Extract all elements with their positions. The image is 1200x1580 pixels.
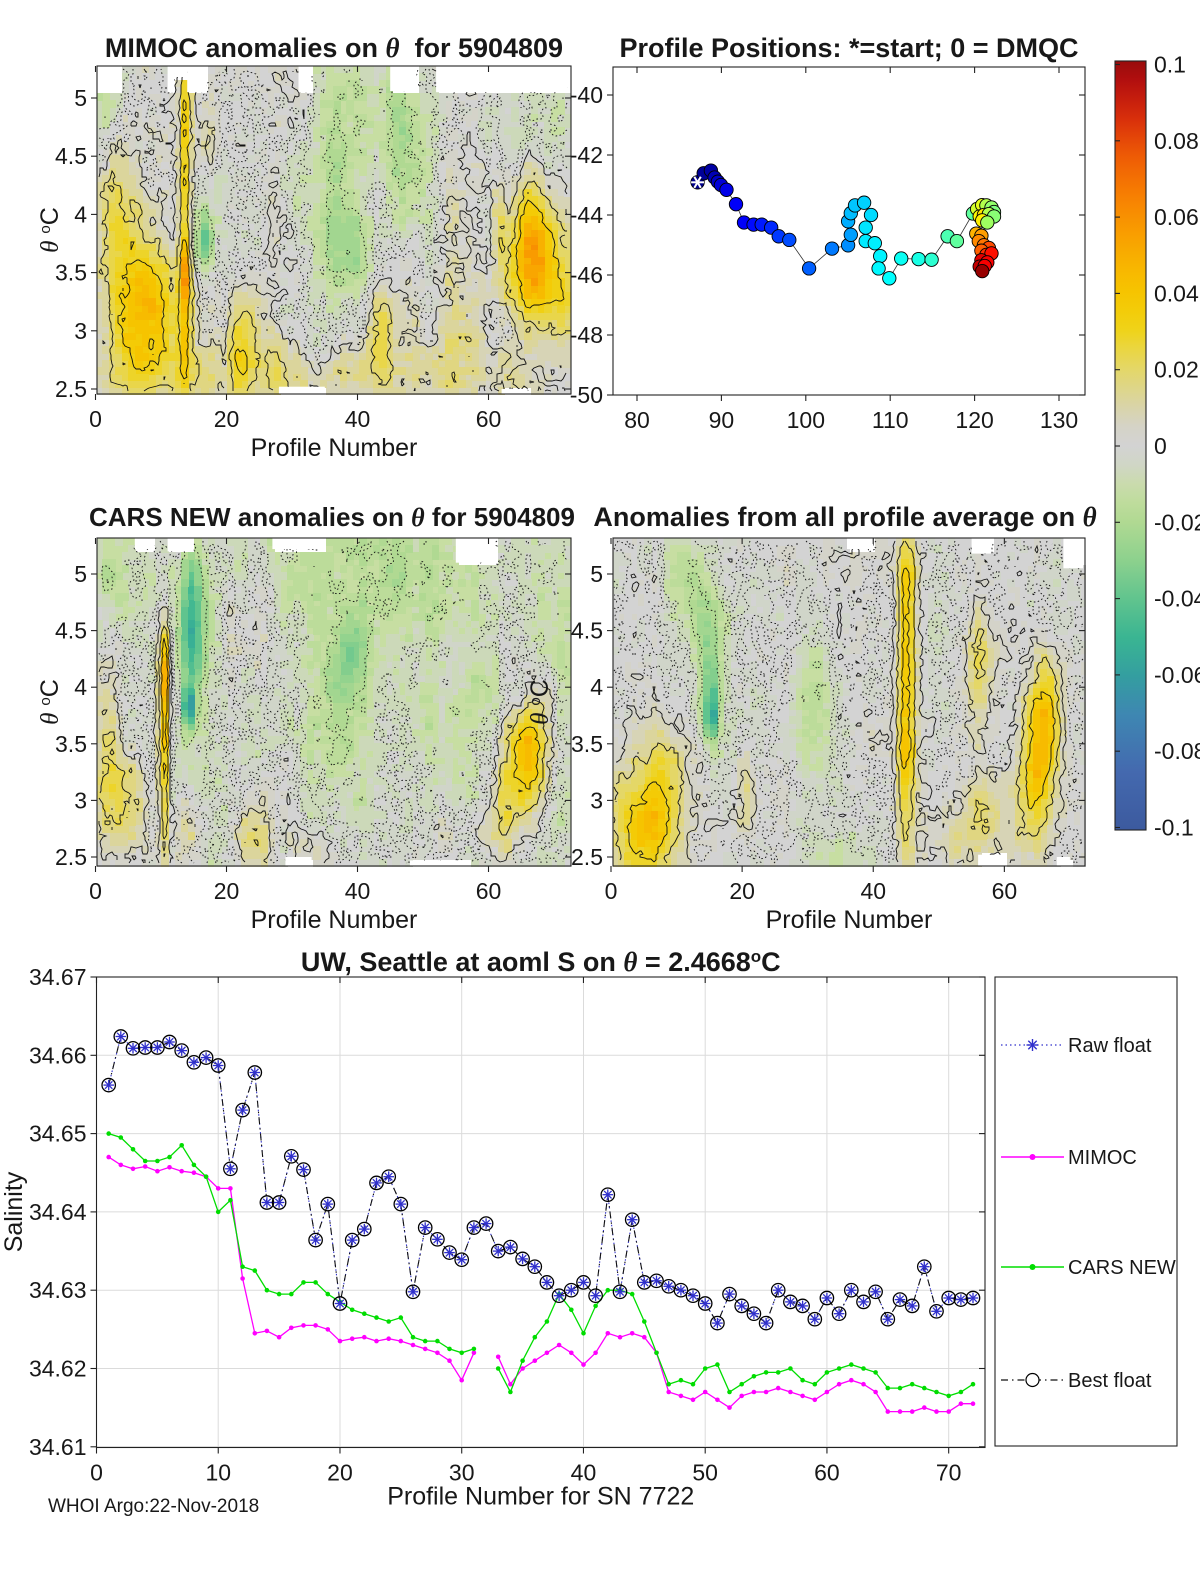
svg-text:20: 20: [214, 878, 240, 904]
svg-text:-40: -40: [570, 82, 603, 108]
svg-text:Raw float: Raw float: [1068, 1035, 1152, 1057]
svg-text:80: 80: [624, 407, 650, 433]
svg-text:2.5: 2.5: [571, 844, 603, 870]
svg-text:MIMOC anomalies on θ for 5904: MIMOC anomalies on θ for 5904809: [105, 33, 563, 63]
svg-text:4.5: 4.5: [55, 143, 87, 169]
svg-text:WHOI Argo:22-Nov-2018: WHOI Argo:22-Nov-2018: [48, 1496, 259, 1517]
svg-text:50: 50: [692, 1460, 718, 1486]
svg-text:34.64: 34.64: [29, 1199, 87, 1225]
svg-text:60: 60: [814, 1460, 840, 1486]
svg-text:θ oC: θ oC: [36, 679, 64, 725]
svg-text:90: 90: [709, 407, 735, 433]
svg-text:4: 4: [74, 674, 87, 700]
svg-text:3.5: 3.5: [571, 731, 603, 757]
svg-text:34.67: 34.67: [29, 964, 87, 990]
svg-text:3: 3: [590, 787, 603, 813]
svg-text:-48: -48: [570, 322, 603, 348]
svg-text:0.02: 0.02: [1154, 357, 1199, 383]
svg-text:0.1: 0.1: [1154, 52, 1186, 78]
svg-text:4: 4: [590, 674, 603, 700]
svg-text:Profile Positions: *=start; 0: Profile Positions: *=start; 0 = DMQC: [619, 33, 1078, 63]
svg-text:5: 5: [590, 561, 603, 587]
svg-text:Profile Number: Profile Number: [251, 434, 418, 462]
svg-text:Profile Number for SN 7722: Profile Number for SN 7722: [387, 1483, 694, 1511]
svg-text:-42: -42: [570, 142, 603, 168]
svg-text:-0.06: -0.06: [1154, 662, 1200, 688]
svg-text:40: 40: [571, 1460, 597, 1486]
svg-text:0.04: 0.04: [1154, 280, 1199, 306]
svg-text:34.62: 34.62: [29, 1356, 87, 1382]
svg-text:Best float: Best float: [1068, 1370, 1152, 1392]
svg-text:40: 40: [345, 878, 371, 904]
svg-text:Profile Number: Profile Number: [766, 906, 933, 934]
svg-text:110: 110: [872, 407, 909, 433]
svg-text:CARS NEW: CARS NEW: [1068, 1257, 1176, 1279]
svg-text:-0.1: -0.1: [1154, 815, 1194, 841]
svg-text:0: 0: [1154, 433, 1167, 459]
svg-text:4: 4: [74, 201, 87, 227]
svg-text:60: 60: [992, 878, 1018, 904]
svg-text:0: 0: [90, 1460, 103, 1486]
svg-text:60: 60: [476, 406, 502, 432]
svg-text:0.06: 0.06: [1154, 204, 1199, 230]
svg-text:-0.08: -0.08: [1154, 738, 1200, 764]
svg-text:2.5: 2.5: [55, 844, 87, 870]
svg-text:4.5: 4.5: [55, 618, 87, 644]
svg-text:40: 40: [860, 878, 886, 904]
svg-text:20: 20: [729, 878, 755, 904]
svg-text:20: 20: [327, 1460, 353, 1486]
svg-text:2.5: 2.5: [55, 376, 87, 402]
svg-text:3: 3: [74, 318, 87, 344]
svg-text:UW, Seattle at aoml S on θ = 2: UW, Seattle at aoml S on θ = 2.4668oC: [301, 947, 781, 977]
svg-text:θ oC: θ oC: [526, 679, 554, 725]
svg-text:60: 60: [476, 878, 502, 904]
svg-text:34.61: 34.61: [29, 1434, 87, 1460]
svg-text:100: 100: [787, 407, 825, 433]
svg-text:130: 130: [1040, 407, 1078, 433]
svg-text:0: 0: [605, 878, 618, 904]
svg-text:20: 20: [214, 406, 240, 432]
svg-text:4.5: 4.5: [571, 618, 603, 644]
svg-text:34.65: 34.65: [29, 1121, 87, 1147]
svg-text:Salinity: Salinity: [0, 1171, 28, 1252]
svg-text:40: 40: [345, 406, 371, 432]
svg-text:θ oC: θ oC: [36, 207, 64, 253]
svg-text:34.66: 34.66: [29, 1042, 87, 1068]
svg-text:34.63: 34.63: [29, 1277, 87, 1303]
svg-text:0: 0: [89, 878, 102, 904]
svg-text:-44: -44: [570, 202, 603, 228]
svg-text:3.5: 3.5: [55, 260, 87, 286]
svg-text:5: 5: [74, 561, 87, 587]
svg-text:CARS NEW anomalies on θ for 59: CARS NEW anomalies on θ for 5904809: [89, 502, 575, 532]
svg-text:-0.02: -0.02: [1154, 509, 1200, 535]
svg-text:70: 70: [936, 1460, 962, 1486]
svg-text:-46: -46: [570, 262, 603, 288]
svg-text:MIMOC: MIMOC: [1068, 1147, 1137, 1169]
svg-text:0: 0: [89, 406, 102, 432]
svg-text:Profile Number: Profile Number: [251, 906, 418, 934]
svg-text:10: 10: [205, 1460, 231, 1486]
svg-text:30: 30: [449, 1460, 475, 1486]
svg-text:-0.04: -0.04: [1154, 586, 1200, 612]
svg-text:120: 120: [955, 407, 993, 433]
svg-text:3.5: 3.5: [55, 731, 87, 757]
svg-text:5: 5: [74, 85, 87, 111]
svg-text:0.08: 0.08: [1154, 128, 1199, 154]
svg-text:-50: -50: [570, 382, 603, 408]
svg-text:Anomalies from all profile ave: Anomalies from all profile average on θ: [593, 502, 1096, 532]
svg-text:3: 3: [74, 787, 87, 813]
